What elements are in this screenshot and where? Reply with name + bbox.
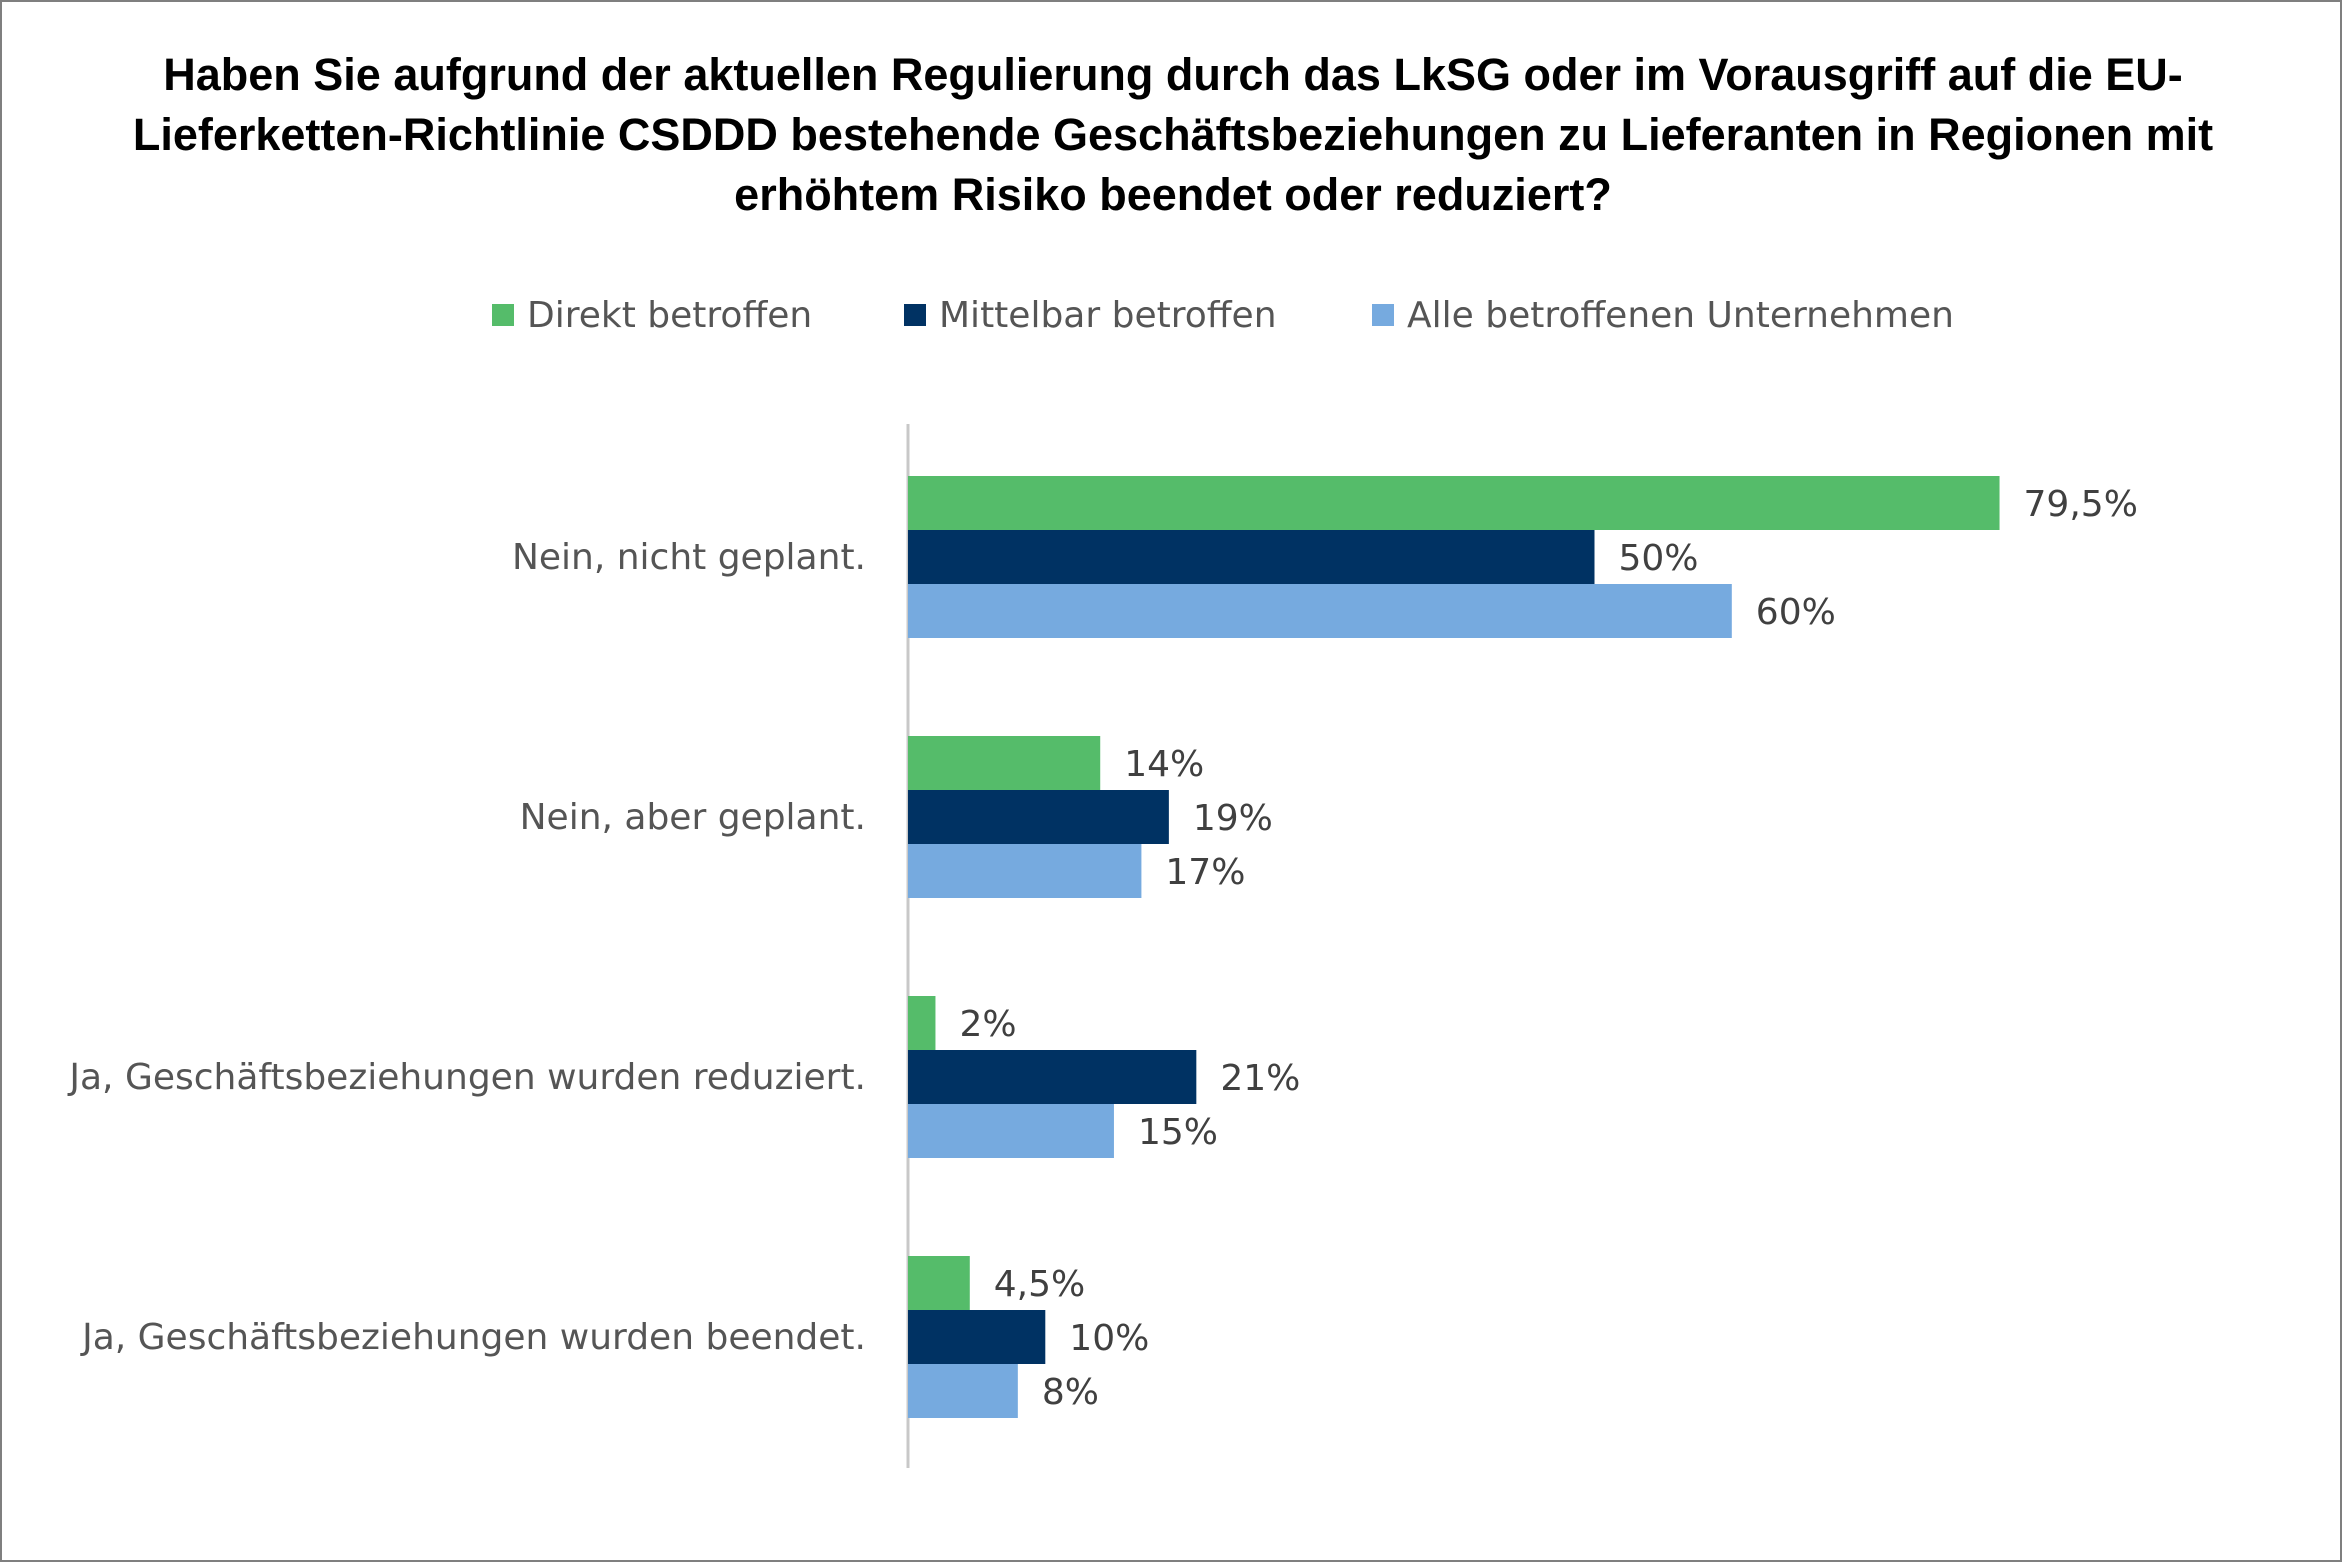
bar-mittelbar-betroffen-ja-geschaeftsbeziehungen-wurden-beendet <box>908 1310 1046 1364</box>
value-label-direkt-betroffen-ja-geschaeftsbeziehungen-wurden-beendet: 4,5% <box>994 1264 1085 1305</box>
category-label-ja-geschaeftsbeziehungen-wurden-reduziert: Ja, Geschäftsbeziehungen wurden reduzier… <box>67 1057 866 1098</box>
bar-direkt-betroffen-nein-aber-geplant <box>908 736 1101 790</box>
bar-alle-betroffenen-unternehmen-nein-nicht-geplant <box>908 584 1732 638</box>
value-label-mittelbar-betroffen-ja-geschaeftsbeziehungen-wurden-reduziert: 21% <box>1220 1058 1300 1099</box>
category-label-nein-nicht-geplant: Nein, nicht geplant. <box>512 537 866 578</box>
value-label-direkt-betroffen-nein-aber-geplant: 14% <box>1124 744 1204 785</box>
bar-mittelbar-betroffen-nein-aber-geplant <box>908 790 1169 844</box>
chart-title-line-2: Lieferketten-Richtlinie CSDDD bestehende… <box>133 109 2213 160</box>
value-label-mittelbar-betroffen-ja-geschaeftsbeziehungen-wurden-beendet: 10% <box>1069 1318 1149 1359</box>
legend-label-direkt-betroffen: Direkt betroffen <box>527 295 812 336</box>
category-label-ja-geschaeftsbeziehungen-wurden-beendet: Ja, Geschäftsbeziehungen wurden beendet. <box>80 1317 866 1358</box>
chart-title-line-3: erhöhtem Risiko beendet oder reduziert? <box>734 169 1612 220</box>
legend-swatch-alle-betroffenen-unternehmen <box>1372 304 1394 326</box>
value-label-alle-betroffenen-unternehmen-ja-geschaeftsbeziehungen-wurden-reduziert: 15% <box>1138 1112 1218 1153</box>
category-labels: Nein, nicht geplant. Nein, aber geplant. J… <box>67 537 866 1358</box>
value-labels: 79,5% 50% 60% 14% 19% 17% 2% 21%15% 4,5% 10% 8% <box>959 484 2137 1413</box>
bar-alle-betroffenen-unternehmen-ja-geschaeftsbeziehungen-wurden-beendet <box>908 1364 1018 1418</box>
bar-direkt-betroffen-ja-geschaeftsbeziehungen-wurden-reduziert <box>908 996 936 1050</box>
chart-title: Haben Sie aufgrund der aktuellen Regulie… <box>133 49 2213 220</box>
bar-series-group <box>908 476 2000 1418</box>
category-label-nein-aber-geplant: Nein, aber geplant. <box>520 797 866 838</box>
legend-label-alle-betroffenen-unternehmen: Alle betroffenen Unternehmen <box>1407 295 1954 336</box>
value-label-mittelbar-betroffen-nein-nicht-geplant: 50% <box>1619 538 1699 579</box>
bar-direkt-betroffen-ja-geschaeftsbeziehungen-wurden-beendet <box>908 1256 970 1310</box>
value-label-direkt-betroffen-nein-nicht-geplant: 79,5% <box>2024 484 2138 525</box>
bar-mittelbar-betroffen-ja-geschaeftsbeziehungen-wurden-reduziert <box>908 1050 1197 1104</box>
bar-alle-betroffenen-unternehmen-nein-aber-geplant <box>908 844 1142 898</box>
chart-title-line-1: Haben Sie aufgrund der aktuellen Regulie… <box>163 49 2183 100</box>
value-label-alle-betroffenen-unternehmen-ja-geschaeftsbeziehungen-wurden-beendet: 8% <box>1042 1372 1099 1413</box>
bar-alle-betroffenen-unternehmen-ja-geschaeftsbeziehungen-wurden-reduziert <box>908 1104 1114 1158</box>
legend-label-mittelbar-betroffen: Mittelbar betroffen <box>939 295 1277 336</box>
value-label-alle-betroffenen-unternehmen-nein-nicht-geplant: 60% <box>1756 592 1836 633</box>
value-label-alle-betroffenen-unternehmen-nein-aber-geplant: 17% <box>1165 852 1245 893</box>
bar-mittelbar-betroffen-nein-nicht-geplant <box>908 530 1595 584</box>
value-label-mittelbar-betroffen-nein-aber-geplant: 19% <box>1193 798 1273 839</box>
legend-swatch-direkt-betroffen <box>492 304 514 326</box>
legend-swatch-mittelbar-betroffen <box>904 304 926 326</box>
chart-legend: Direkt betroffen Mittelbar betroffen Alle … <box>492 295 1954 336</box>
bar-direkt-betroffen-nein-nicht-geplant <box>908 476 2000 530</box>
value-label-direkt-betroffen-ja-geschaeftsbeziehungen-wurden-reduziert: 2% <box>959 1004 1016 1045</box>
